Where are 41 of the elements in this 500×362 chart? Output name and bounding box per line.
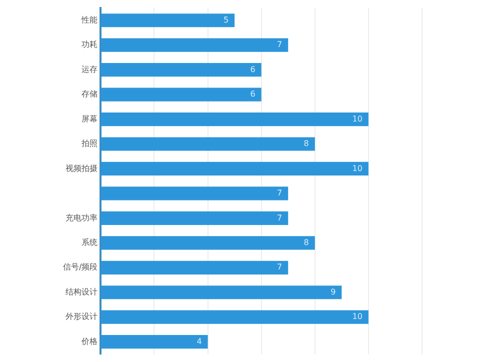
bar	[101, 186, 288, 200]
y-tick-label: 系统	[82, 238, 98, 247]
data-label: 8	[304, 139, 309, 148]
y-tick-label: 功耗	[82, 40, 98, 50]
bar	[101, 38, 288, 52]
data-label: 4	[196, 336, 202, 346]
bar	[101, 260, 288, 274]
bar	[101, 63, 262, 77]
data-label: 10	[352, 312, 362, 322]
data-label: 7	[277, 40, 282, 50]
y-tick-label: 存储	[82, 90, 98, 99]
bar	[101, 137, 315, 151]
bar	[101, 211, 288, 225]
y-tick-label: 性能	[80, 15, 98, 24]
bar	[101, 88, 262, 102]
bar	[101, 14, 235, 28]
y-tick-label: 结构设计	[66, 287, 98, 296]
data-label: 8	[304, 238, 309, 247]
bar	[101, 236, 315, 250]
bar	[101, 286, 342, 300]
data-label: 10	[352, 114, 362, 124]
data-label: 7	[277, 213, 282, 222]
y-tick-label: 外形设计	[66, 312, 98, 322]
bar	[101, 310, 368, 324]
data-label: 9	[330, 287, 336, 296]
y-tick-label: 拍照	[80, 139, 98, 148]
y-tick-label: 屏幕	[82, 114, 98, 124]
y-tick-label: 价格	[80, 336, 98, 346]
y-tick-label: 视频拍摄	[66, 164, 98, 173]
data-label: 6	[250, 90, 256, 99]
data-label: 7	[277, 188, 282, 198]
y-tick-label: 信号/频段	[62, 262, 98, 272]
data-label: 6	[250, 64, 256, 74]
data-label: 7	[277, 262, 282, 272]
data-label: 5	[223, 15, 229, 24]
data-label: 10	[352, 164, 362, 173]
bar	[101, 162, 368, 176]
bar	[101, 112, 368, 126]
bar	[101, 335, 208, 349]
y-tick-label: 运存	[82, 64, 98, 74]
y-tick-label: 充电功率	[66, 213, 98, 222]
